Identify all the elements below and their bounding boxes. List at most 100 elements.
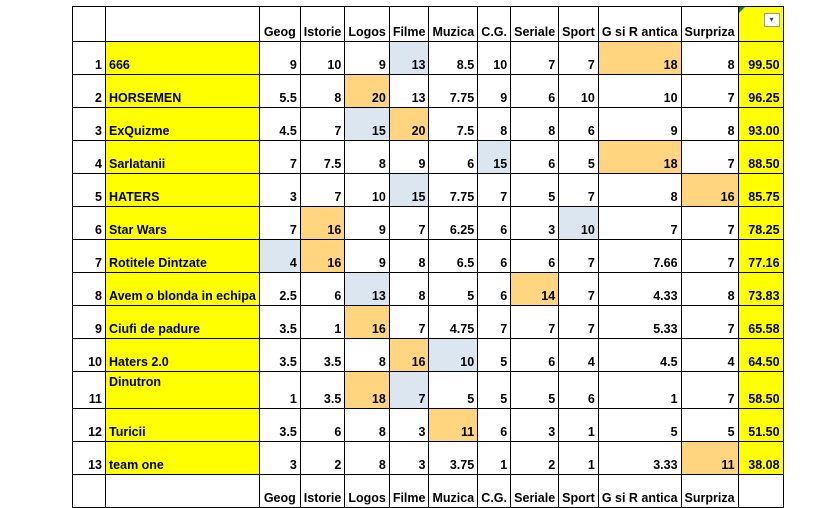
score-cell[interactable]: 14 bbox=[510, 272, 560, 306]
score-cell[interactable]: 6 bbox=[510, 338, 560, 372]
footer-column-header[interactable]: Istorie bbox=[299, 474, 346, 508]
score-cell[interactable]: 3 bbox=[388, 441, 430, 475]
footer-column-header[interactable]: C.G. bbox=[477, 474, 512, 508]
column-header[interactable]: Logos bbox=[344, 6, 390, 42]
score-cell[interactable]: 6 bbox=[428, 140, 479, 174]
score-cell[interactable]: 8 bbox=[680, 107, 739, 141]
score-cell[interactable]: 1 bbox=[558, 408, 599, 442]
score-cell[interactable]: 6.5 bbox=[428, 239, 479, 273]
score-cell[interactable]: 9 bbox=[477, 74, 512, 108]
score-cell[interactable]: 6 bbox=[299, 408, 346, 442]
rank-cell[interactable]: 5 bbox=[72, 173, 106, 207]
score-cell[interactable]: 3.5 bbox=[258, 338, 301, 372]
score-cell[interactable]: 4.5 bbox=[258, 107, 301, 141]
score-cell[interactable]: 16 bbox=[299, 239, 346, 273]
rank-cell[interactable]: 10 bbox=[72, 338, 106, 372]
total-cell[interactable]: 38.08 bbox=[737, 441, 784, 475]
score-cell[interactable]: 15 bbox=[344, 107, 390, 141]
score-cell[interactable]: 2 bbox=[299, 441, 346, 475]
score-cell[interactable]: 5 bbox=[477, 371, 512, 409]
score-cell[interactable]: 4 bbox=[258, 239, 301, 273]
rank-cell[interactable]: 7 bbox=[72, 239, 106, 273]
score-cell[interactable]: 5 bbox=[680, 408, 739, 442]
total-header-cell[interactable]: ▾ bbox=[737, 6, 784, 42]
score-cell[interactable]: 3 bbox=[510, 206, 560, 240]
total-cell[interactable]: 85.75 bbox=[737, 173, 784, 207]
score-cell[interactable]: 1 bbox=[558, 441, 599, 475]
score-cell[interactable]: 6 bbox=[477, 206, 512, 240]
score-cell[interactable]: 6 bbox=[558, 371, 599, 409]
score-cell[interactable]: 6 bbox=[558, 107, 599, 141]
footer-column-header[interactable]: Surpriza bbox=[680, 474, 739, 508]
score-cell[interactable]: 3 bbox=[510, 408, 560, 442]
total-cell[interactable]: 96.25 bbox=[737, 74, 784, 108]
rank-cell[interactable]: 1 bbox=[72, 41, 106, 75]
score-cell[interactable]: 7 bbox=[299, 173, 346, 207]
score-cell[interactable]: 4 bbox=[680, 338, 739, 372]
score-cell[interactable]: 5 bbox=[510, 371, 560, 409]
total-cell[interactable]: 88.50 bbox=[737, 140, 784, 174]
rank-cell[interactable]: 4 bbox=[72, 140, 106, 174]
score-cell[interactable]: 8 bbox=[597, 173, 682, 207]
team-name-cell[interactable]: team one bbox=[105, 441, 260, 475]
rank-cell[interactable]: 8 bbox=[72, 272, 106, 306]
column-header[interactable]: Seriale bbox=[510, 6, 560, 42]
team-header-cell[interactable] bbox=[105, 6, 260, 42]
score-cell[interactable]: 1 bbox=[477, 441, 512, 475]
score-cell[interactable]: 5 bbox=[477, 338, 512, 372]
score-cell[interactable]: 3 bbox=[388, 408, 430, 442]
score-cell[interactable]: 5.5 bbox=[258, 74, 301, 108]
total-cell[interactable]: 58.50 bbox=[737, 371, 784, 409]
rank-cell[interactable]: 12 bbox=[72, 408, 106, 442]
column-header[interactable]: Muzica bbox=[428, 6, 479, 42]
score-cell[interactable]: 8 bbox=[510, 107, 560, 141]
score-cell[interactable]: 1 bbox=[258, 371, 301, 409]
footer-column-header[interactable]: Seriale bbox=[510, 474, 560, 508]
score-cell[interactable]: 5 bbox=[428, 371, 479, 409]
score-cell[interactable]: 20 bbox=[388, 107, 430, 141]
score-cell[interactable]: 7 bbox=[680, 305, 739, 339]
score-cell[interactable]: 7.66 bbox=[597, 239, 682, 273]
column-header[interactable]: C.G. bbox=[477, 6, 512, 42]
score-cell[interactable]: 1 bbox=[597, 371, 682, 409]
team-name-cell[interactable]: Dinutron bbox=[105, 371, 260, 409]
score-cell[interactable]: 16 bbox=[680, 173, 739, 207]
score-cell[interactable]: 5 bbox=[428, 272, 479, 306]
total-cell[interactable]: 51.50 bbox=[737, 408, 784, 442]
score-cell[interactable]: 7.75 bbox=[428, 74, 479, 108]
score-cell[interactable]: 13 bbox=[344, 272, 390, 306]
score-cell[interactable]: 10 bbox=[344, 173, 390, 207]
score-cell[interactable]: 4.5 bbox=[597, 338, 682, 372]
column-header[interactable]: Sport bbox=[558, 6, 599, 42]
score-cell[interactable]: 7 bbox=[477, 173, 512, 207]
score-cell[interactable]: 1 bbox=[299, 305, 346, 339]
score-cell[interactable]: 7 bbox=[388, 371, 430, 409]
score-cell[interactable]: 10 bbox=[477, 41, 512, 75]
score-cell[interactable]: 7 bbox=[680, 239, 739, 273]
score-cell[interactable]: 9 bbox=[344, 41, 390, 75]
total-cell[interactable]: 73.83 bbox=[737, 272, 784, 306]
column-header[interactable]: G si R antica bbox=[597, 6, 682, 42]
score-cell[interactable]: 9 bbox=[344, 239, 390, 273]
score-cell[interactable]: 10 bbox=[428, 338, 479, 372]
score-cell[interactable]: 7 bbox=[299, 107, 346, 141]
score-cell[interactable]: 7 bbox=[388, 206, 430, 240]
score-cell[interactable]: 11 bbox=[680, 441, 739, 475]
score-cell[interactable]: 7 bbox=[680, 74, 739, 108]
score-cell[interactable]: 7 bbox=[680, 206, 739, 240]
rank-cell[interactable]: 2 bbox=[72, 74, 106, 108]
score-cell[interactable]: 18 bbox=[597, 41, 682, 75]
score-cell[interactable]: 7 bbox=[680, 140, 739, 174]
score-cell[interactable]: 8 bbox=[344, 140, 390, 174]
score-cell[interactable]: 3.75 bbox=[428, 441, 479, 475]
score-cell[interactable]: 4.75 bbox=[428, 305, 479, 339]
score-cell[interactable]: 6.25 bbox=[428, 206, 479, 240]
score-cell[interactable]: 6 bbox=[477, 408, 512, 442]
score-cell[interactable]: 9 bbox=[258, 41, 301, 75]
column-header[interactable]: Surpriza bbox=[680, 6, 739, 42]
score-cell[interactable]: 9 bbox=[344, 206, 390, 240]
score-cell[interactable]: 7 bbox=[477, 305, 512, 339]
score-cell[interactable]: 8 bbox=[680, 41, 739, 75]
score-cell[interactable]: 8 bbox=[299, 74, 346, 108]
team-name-cell[interactable]: Rotitele Dintzate bbox=[105, 239, 260, 273]
